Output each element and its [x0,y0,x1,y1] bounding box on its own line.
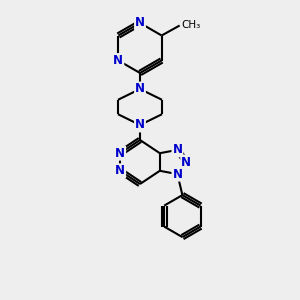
Text: CH₃: CH₃ [182,20,201,31]
Text: N: N [135,16,145,29]
Text: N: N [115,164,125,177]
Text: N: N [181,155,191,169]
Text: N: N [172,143,182,156]
Text: N: N [135,118,145,131]
Text: N: N [172,168,182,181]
Text: N: N [115,147,125,160]
Text: N: N [135,82,145,95]
Text: N: N [113,54,123,67]
